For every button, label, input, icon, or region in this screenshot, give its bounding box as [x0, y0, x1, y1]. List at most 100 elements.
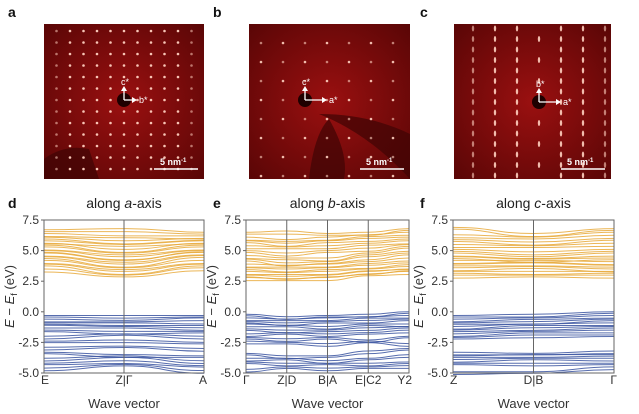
- y-tick-label: -5.0: [18, 366, 39, 380]
- diffraction-spot: [149, 133, 153, 136]
- diffraction-spot: [303, 60, 307, 64]
- diffraction-spot: [471, 109, 475, 116]
- diffraction-spot: [347, 174, 351, 178]
- diffraction-spot: [325, 155, 329, 159]
- diffraction-spot: [603, 151, 607, 158]
- valence-band: [245, 325, 410, 331]
- valence-band: [452, 364, 615, 367]
- diffraction-spot: [515, 78, 519, 84]
- diffraction-spot: [369, 41, 373, 45]
- diffraction-spot: [603, 109, 607, 116]
- diffraction-spot: [82, 110, 85, 113]
- conduction-band: [452, 258, 615, 263]
- diffraction-spot: [109, 133, 112, 136]
- diffraction-spot: [95, 64, 99, 67]
- conduction-band: [43, 238, 205, 245]
- valence-band: [43, 353, 204, 358]
- valence-band: [452, 350, 615, 354]
- diffraction-spot: [603, 25, 607, 32]
- diffraction-spot: [149, 144, 153, 148]
- valence-band: [245, 335, 410, 341]
- diffraction-spot: [493, 67, 497, 74]
- valence-band: [452, 329, 615, 335]
- diffraction-spot: [391, 98, 395, 102]
- conduction-band: [245, 270, 410, 280]
- diffraction-spot: [493, 46, 497, 53]
- diffraction-spot: [163, 144, 166, 148]
- diffraction-spot: [603, 141, 607, 147]
- diffraction-spot: [163, 64, 166, 67]
- title-text: along: [496, 195, 535, 211]
- diffraction-spot: [122, 41, 126, 44]
- diffraction-spot: [325, 79, 329, 83]
- conduction-band: [452, 250, 615, 256]
- diffraction-spot: [122, 167, 126, 171]
- diffraction-spot: [149, 98, 153, 102]
- diffraction-spot: [559, 141, 563, 147]
- diffraction-spot: [471, 120, 475, 126]
- conduction-band: [245, 269, 410, 275]
- valence-band: [245, 365, 410, 370]
- chart-panel-d: 7.5 5.0 2.5 0.0 -2.5 -5.0 E Z|Γ A E − Ef (eV): [2, 213, 207, 387]
- conduction-band: [43, 262, 205, 271]
- conduction-band: [245, 254, 410, 267]
- title-text: -axis: [541, 195, 571, 211]
- diffraction-spot: [55, 156, 58, 159]
- diffraction-spot: [515, 67, 519, 74]
- valence-band: [245, 312, 410, 320]
- diffraction-spot: [82, 52, 85, 56]
- diffraction-spot: [347, 41, 351, 45]
- diffraction-spot: [471, 162, 475, 168]
- conduction-band: [245, 245, 410, 257]
- diffraction-spot: [603, 78, 607, 84]
- title-text: -axis: [132, 195, 162, 211]
- diffraction-spot: [471, 46, 475, 53]
- panel-label-e: e: [213, 195, 221, 211]
- diffraction-spot: [281, 79, 285, 83]
- diffraction-spot: [559, 25, 563, 32]
- valence-band: [43, 327, 205, 331]
- conduction-band: [44, 231, 205, 235]
- diffraction-spot: [515, 88, 519, 95]
- diffraction-spot: [603, 36, 607, 42]
- saed-pattern-a: c* b* 5 nm-1: [44, 24, 204, 179]
- diffraction-spot: [95, 41, 99, 44]
- diffraction-spot: [176, 52, 180, 56]
- diffraction-spot: [109, 75, 112, 79]
- panel-label-f: f: [420, 195, 425, 211]
- reciprocal-axis-label: b*: [536, 79, 545, 89]
- diffraction-spot: [493, 162, 497, 168]
- beam-stop-shadow: [309, 114, 410, 179]
- valence-band: [452, 334, 614, 339]
- reciprocal-axis-label: c*: [121, 77, 130, 87]
- diffraction-spot: [325, 117, 329, 121]
- diffraction-spot: [55, 29, 58, 33]
- diffraction-spot: [581, 25, 585, 32]
- diffraction-spot: [122, 29, 126, 33]
- diffraction-spot: [163, 87, 166, 90]
- conduction-band: [246, 243, 410, 250]
- valence-band: [453, 320, 615, 325]
- y-axis-label: E − Ef (eV): [2, 265, 19, 328]
- valence-band: [452, 317, 615, 323]
- valence-band: [245, 329, 410, 335]
- diffraction-spot: [303, 174, 307, 178]
- valence-band: [452, 314, 615, 320]
- conduction-band: [453, 259, 615, 263]
- diffraction-spot: [149, 121, 153, 125]
- valence-band: [43, 324, 205, 329]
- diffraction-spot: [149, 167, 153, 171]
- conduction-band: [245, 260, 410, 268]
- diffraction-spot: [122, 144, 126, 148]
- conduction-band: [43, 254, 205, 263]
- x-tick-label: Γ: [243, 373, 250, 387]
- diffraction-spot: [136, 29, 139, 33]
- conduction-band: [43, 246, 205, 254]
- diffraction-spot: [82, 98, 85, 102]
- diffraction-spot: [109, 41, 112, 44]
- diffraction-spot: [537, 162, 541, 168]
- diffraction-spot: [493, 78, 497, 84]
- arrowhead: [556, 99, 561, 105]
- diffraction-spot: [68, 98, 72, 102]
- diffraction-spot: [391, 136, 395, 140]
